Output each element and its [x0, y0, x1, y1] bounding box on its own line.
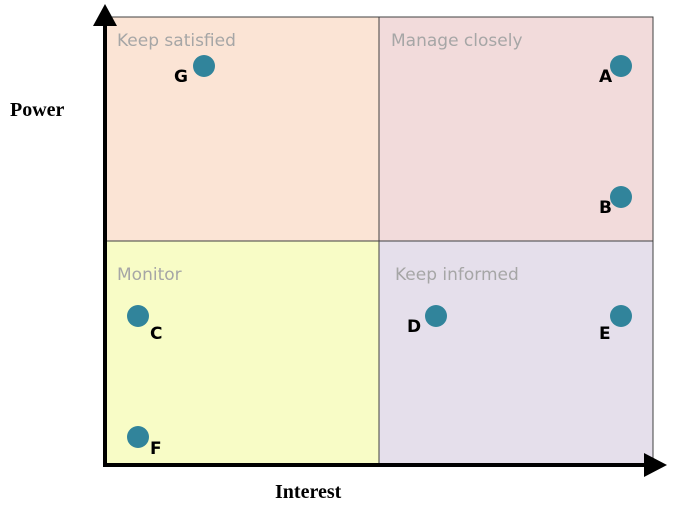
quadrant-monitor	[105, 240, 380, 466]
point-label: E	[599, 324, 611, 344]
point-label: D	[407, 317, 421, 337]
quadrant-keep-satisfied	[105, 16, 380, 242]
quadrant-label: Monitor	[117, 265, 182, 285]
point-label: G	[174, 67, 188, 87]
quadrant-label: Keep satisfied	[117, 31, 236, 51]
quadrant-label: Keep informed	[395, 265, 519, 285]
point	[425, 305, 447, 327]
x-arrow	[644, 453, 667, 477]
quadrant-label: Manage closely	[391, 31, 523, 51]
point-label: F	[150, 439, 162, 459]
y-arrow	[93, 4, 117, 26]
point-label: A	[599, 67, 613, 87]
point	[193, 55, 215, 77]
point	[127, 305, 149, 327]
quadrant-manage-closely	[378, 16, 654, 242]
quadrant-keep-informed	[378, 240, 654, 466]
point	[610, 186, 632, 208]
point	[610, 55, 632, 77]
point	[610, 305, 632, 327]
point-label: C	[150, 324, 162, 344]
y-axis-label: Power	[10, 99, 65, 121]
point-label: B	[599, 198, 612, 218]
x-axis-label: Interest	[275, 481, 342, 503]
point	[127, 426, 149, 448]
